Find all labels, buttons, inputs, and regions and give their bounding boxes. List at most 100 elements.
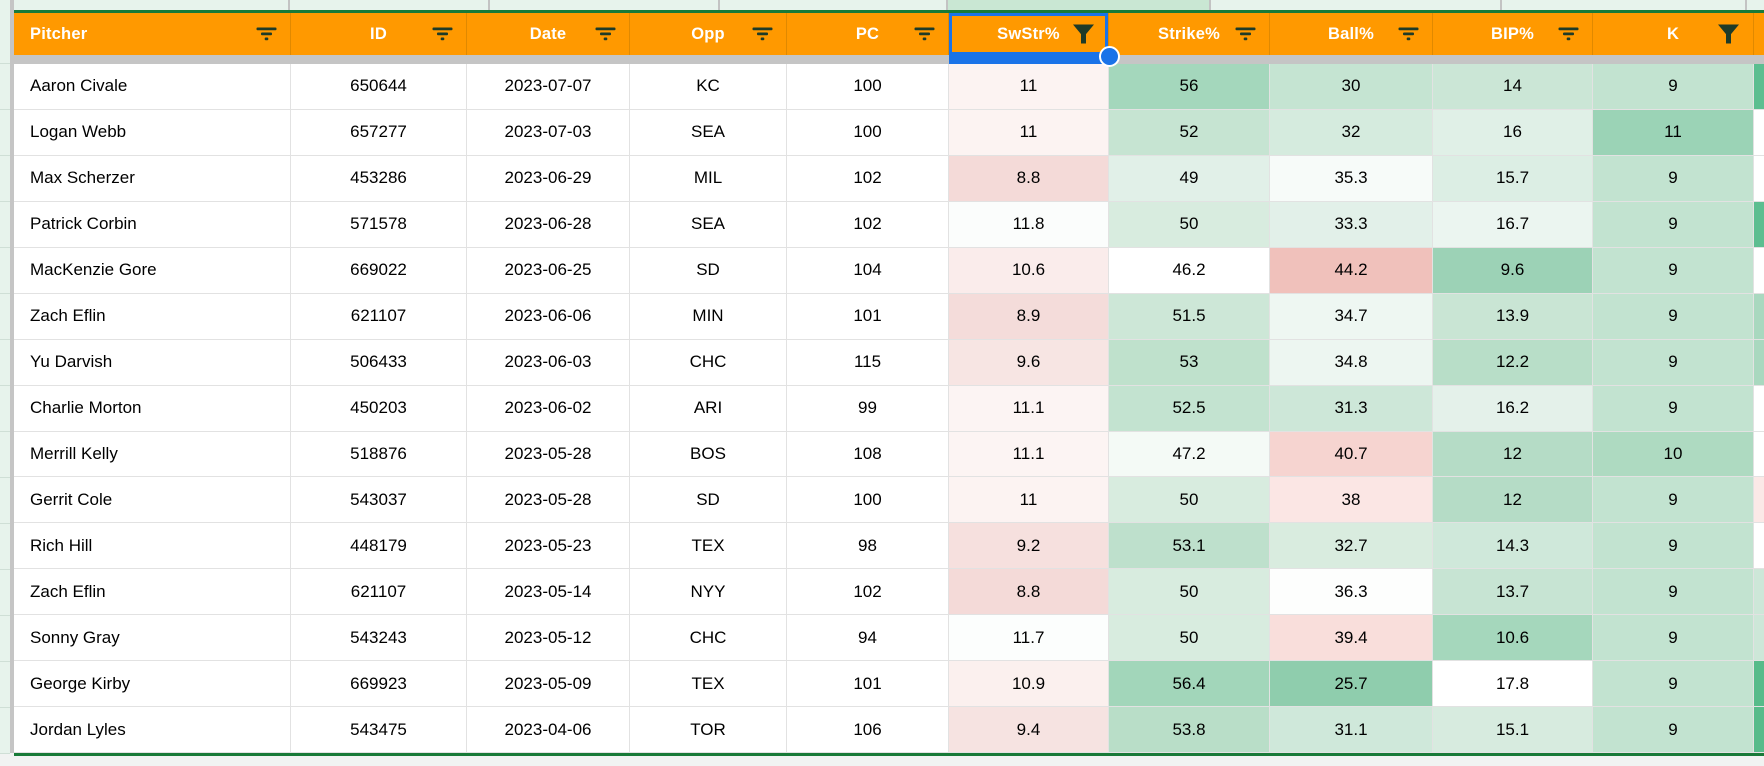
left-sliver-cell[interactable] <box>0 156 10 202</box>
cell-bip[interactable]: 13.9 <box>1433 293 1593 340</box>
left-sliver-cell[interactable] <box>0 708 10 754</box>
cell-opp[interactable]: SEA <box>630 109 787 156</box>
cell-k[interactable]: 9 <box>1593 339 1754 386</box>
cell-bip[interactable]: 16.2 <box>1433 385 1593 432</box>
cell-id[interactable]: 571578 <box>291 201 467 248</box>
left-sliver-cell[interactable] <box>0 570 10 616</box>
cell-id[interactable]: 650644 <box>291 64 467 110</box>
cell-pc[interactable]: 106 <box>787 707 949 754</box>
cell-id[interactable]: 518876 <box>291 431 467 478</box>
column-header-pc[interactable]: PC <box>787 13 949 55</box>
left-sliver-cell[interactable] <box>0 386 10 432</box>
cell-k[interactable]: 9 <box>1593 293 1754 340</box>
cell-strike[interactable]: 46.2 <box>1109 247 1270 294</box>
cell-pitcher[interactable]: Zach Eflin <box>14 569 291 616</box>
edge-cell[interactable] <box>1754 523 1764 570</box>
cell-opp[interactable]: BOS <box>630 431 787 478</box>
cell-k[interactable]: 9 <box>1593 523 1754 570</box>
cell-k[interactable]: 9 <box>1593 477 1754 524</box>
cell-opp[interactable]: SEA <box>630 201 787 248</box>
cell-ball[interactable]: 25.7 <box>1270 661 1433 708</box>
cell-pc[interactable]: 102 <box>787 569 949 616</box>
top-strip-cell[interactable] <box>1747 0 1764 10</box>
cell-pc[interactable]: 100 <box>787 109 949 156</box>
cell-bip[interactable]: 15.1 <box>1433 707 1593 754</box>
cell-strike[interactable]: 50 <box>1109 201 1270 248</box>
cell-bip[interactable]: 12 <box>1433 431 1593 478</box>
cell-opp[interactable]: SD <box>630 477 787 524</box>
cell-id[interactable]: 543475 <box>291 707 467 754</box>
edge-cell[interactable] <box>1754 201 1764 248</box>
edge-cell[interactable] <box>1754 155 1764 202</box>
cell-ball[interactable]: 34.8 <box>1270 339 1433 386</box>
column-header-swstr[interactable]: SwStr% <box>949 13 1109 55</box>
left-sliver-cell[interactable] <box>0 110 10 156</box>
cell-strike[interactable]: 50 <box>1109 615 1270 662</box>
column-header-date[interactable]: Date <box>467 13 630 55</box>
top-strip-cell[interactable] <box>14 0 290 10</box>
cell-id[interactable]: 543243 <box>291 615 467 662</box>
cell-bip[interactable]: 17.8 <box>1433 661 1593 708</box>
cell-ball[interactable]: 44.2 <box>1270 247 1433 294</box>
cell-pitcher[interactable]: Aaron Civale <box>14 64 291 110</box>
cell-date[interactable]: 2023-06-25 <box>467 247 630 294</box>
cell-bip[interactable]: 15.7 <box>1433 155 1593 202</box>
cell-date[interactable]: 2023-07-07 <box>467 64 630 110</box>
edge-cell[interactable] <box>1754 64 1764 110</box>
cell-strike[interactable]: 47.2 <box>1109 431 1270 478</box>
cell-strike[interactable]: 56 <box>1109 64 1270 110</box>
cell-pc[interactable]: 98 <box>787 523 949 570</box>
cell-pc[interactable]: 99 <box>787 385 949 432</box>
cell-k[interactable]: 9 <box>1593 707 1754 754</box>
cell-pitcher[interactable]: Rich Hill <box>14 523 291 570</box>
cell-bip[interactable]: 10.6 <box>1433 615 1593 662</box>
filter-icon[interactable] <box>1558 27 1579 42</box>
left-sliver-cell[interactable] <box>0 248 10 294</box>
top-strip-cell[interactable] <box>1211 0 1502 10</box>
cell-opp[interactable]: KC <box>630 64 787 110</box>
cell-date[interactable]: 2023-05-28 <box>467 431 630 478</box>
cell-pitcher[interactable]: Logan Webb <box>14 109 291 156</box>
left-sliver-cell[interactable] <box>0 524 10 570</box>
edge-cell[interactable] <box>1754 109 1764 156</box>
top-strip-cell[interactable] <box>948 0 1211 10</box>
cell-date[interactable]: 2023-07-03 <box>467 109 630 156</box>
cell-bip[interactable]: 14.3 <box>1433 523 1593 570</box>
cell-strike[interactable]: 52 <box>1109 109 1270 156</box>
column-header-strike[interactable]: Strike% <box>1109 13 1270 55</box>
cell-bip[interactable]: 16.7 <box>1433 201 1593 248</box>
cell-strike[interactable]: 53.8 <box>1109 707 1270 754</box>
cell-pitcher[interactable]: George Kirby <box>14 661 291 708</box>
cell-id[interactable]: 450203 <box>291 385 467 432</box>
cell-ball[interactable]: 39.4 <box>1270 615 1433 662</box>
cell-id[interactable]: 543037 <box>291 477 467 524</box>
edge-cell[interactable] <box>1754 431 1764 478</box>
edge-cell[interactable] <box>1754 477 1764 524</box>
cell-id[interactable]: 453286 <box>291 155 467 202</box>
left-sliver-cell[interactable] <box>0 340 10 386</box>
column-header-edge-sliver[interactable] <box>1754 13 1764 55</box>
cell-pitcher[interactable]: Sonny Gray <box>14 615 291 662</box>
column-header-k[interactable]: K <box>1593 13 1754 55</box>
cell-date[interactable]: 2023-06-29 <box>467 155 630 202</box>
cell-swstr[interactable]: 9.4 <box>949 707 1109 754</box>
cell-date[interactable]: 2023-06-02 <box>467 385 630 432</box>
cell-pitcher[interactable]: Merrill Kelly <box>14 431 291 478</box>
cell-strike[interactable]: 52.5 <box>1109 385 1270 432</box>
cell-swstr[interactable]: 10.6 <box>949 247 1109 294</box>
cell-strike[interactable]: 53 <box>1109 339 1270 386</box>
cell-swstr[interactable]: 11.7 <box>949 615 1109 662</box>
cell-pc[interactable]: 108 <box>787 431 949 478</box>
filter-icon[interactable] <box>256 27 277 42</box>
cell-date[interactable]: 2023-05-28 <box>467 477 630 524</box>
cell-swstr[interactable]: 9.6 <box>949 339 1109 386</box>
cell-pitcher[interactable]: Yu Darvish <box>14 339 291 386</box>
cell-id[interactable]: 657277 <box>291 109 467 156</box>
cell-k[interactable]: 9 <box>1593 661 1754 708</box>
cell-strike[interactable]: 50 <box>1109 477 1270 524</box>
cell-date[interactable]: 2023-05-09 <box>467 661 630 708</box>
cell-opp[interactable]: ARI <box>630 385 787 432</box>
cell-ball[interactable]: 32 <box>1270 109 1433 156</box>
cell-ball[interactable]: 31.1 <box>1270 707 1433 754</box>
cell-pc[interactable]: 101 <box>787 661 949 708</box>
